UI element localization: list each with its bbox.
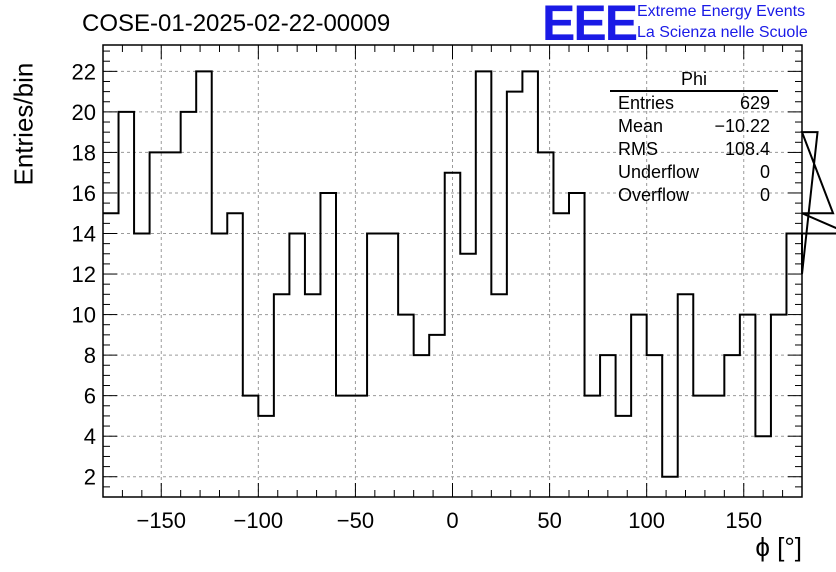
histogram-bin — [103, 213, 119, 497]
histogram-bin — [196, 71, 212, 497]
stats-row-underflow: Underflow 0 — [610, 161, 778, 184]
histogram-bin — [569, 193, 585, 497]
histogram-bin — [553, 213, 569, 497]
histogram-bin — [352, 396, 368, 497]
y-tick-label: 12 — [72, 262, 96, 287]
histogram-bin — [600, 355, 616, 497]
histogram-bin — [647, 355, 663, 497]
histogram-bin — [445, 173, 461, 497]
y-tick-label: 2 — [84, 465, 96, 490]
histogram-bin — [243, 396, 259, 497]
histogram-bin — [724, 355, 740, 497]
histogram-bin — [755, 436, 771, 497]
y-tick-label: 18 — [72, 140, 96, 165]
stats-box: Phi Entries 629 Mean −10.22 RMS 108.4 Un… — [610, 68, 778, 207]
x-tick-label: −50 — [337, 508, 374, 533]
histogram-bin — [150, 152, 166, 497]
histogram-bin — [367, 234, 383, 497]
histogram-bin — [507, 92, 523, 497]
y-tick-label: 22 — [72, 59, 96, 84]
histogram-bin — [119, 112, 135, 497]
eee-logo: EEE — [542, 0, 638, 51]
histogram-bin — [786, 234, 802, 497]
histogram-bin — [631, 315, 647, 497]
y-tick-label: 4 — [84, 424, 96, 449]
stats-label: Underflow — [618, 162, 700, 182]
stats-value: 629 — [739, 93, 770, 113]
histogram-series — [103, 70, 836, 478]
stats-label: Mean — [618, 116, 664, 136]
histogram-bin — [336, 396, 352, 497]
stats-value: −10.22 — [714, 116, 770, 136]
histogram-bin — [165, 152, 181, 497]
stats-value: 0 — [759, 162, 770, 182]
y-tick-label: 6 — [84, 384, 96, 409]
histogram-bin — [616, 416, 632, 497]
stats-label: RMS — [618, 139, 658, 159]
histogram-bin — [227, 213, 243, 497]
y-tick-label: 14 — [72, 222, 96, 247]
histogram-bin — [212, 234, 228, 497]
histogram-bin — [585, 396, 601, 497]
stats-label: Entries — [618, 93, 675, 113]
histogram-bin — [258, 416, 274, 497]
histogram-bin — [320, 193, 336, 497]
x-tick-label: 100 — [628, 508, 665, 533]
stats-row-entries: Entries 629 — [610, 92, 778, 115]
x-tick-label: −100 — [234, 508, 284, 533]
stats-row-mean: Mean −10.22 — [610, 115, 778, 138]
chart-title: COSE-01-2025-02-22-00009 — [82, 10, 391, 37]
histogram-bin — [429, 335, 445, 497]
histogram-bin — [693, 396, 709, 497]
histogram-bin — [709, 396, 725, 497]
histogram-bin — [678, 294, 694, 497]
x-tick-label: 50 — [537, 508, 561, 533]
histogram-bin — [289, 234, 305, 497]
histogram-bin — [460, 254, 476, 497]
histogram-bin — [522, 71, 538, 497]
x-tick-label: 150 — [725, 508, 762, 533]
histogram-bin — [305, 294, 321, 497]
histogram-bin — [491, 294, 507, 497]
histogram-bin — [538, 152, 554, 497]
x-axis-title: ϕ [°] — [755, 532, 802, 562]
stats-value: 108.4 — [724, 139, 770, 159]
histogram-bin — [476, 71, 492, 497]
histogram-bin — [134, 234, 150, 497]
histogram-bin — [383, 234, 399, 497]
stats-row-rms: RMS 108.4 — [610, 138, 778, 161]
histogram-bin — [414, 355, 430, 497]
y-tick-label: 8 — [84, 343, 96, 368]
stats-row-overflow: Overflow 0 — [610, 184, 778, 207]
stats-title: Phi — [610, 68, 778, 92]
histogram-bin — [662, 477, 678, 497]
histogram-bin — [398, 315, 414, 497]
x-tick-label: −150 — [136, 508, 186, 533]
y-tick-label: 20 — [72, 100, 96, 125]
stats-value: 0 — [759, 185, 770, 205]
y-tick-label: 16 — [72, 181, 96, 206]
x-tick-label: 0 — [446, 508, 458, 533]
histogram-bin — [740, 315, 756, 497]
histogram-bin — [771, 315, 787, 497]
histogram-bin — [274, 294, 290, 497]
histogram-bin — [181, 112, 197, 497]
logo-subtitle-1: Extreme Energy Events — [637, 3, 806, 20]
logo-subtitle-2: La Scienza nelle Scuole — [637, 24, 808, 41]
y-tick-label: 10 — [72, 303, 96, 328]
stats-label: Overflow — [618, 185, 690, 205]
